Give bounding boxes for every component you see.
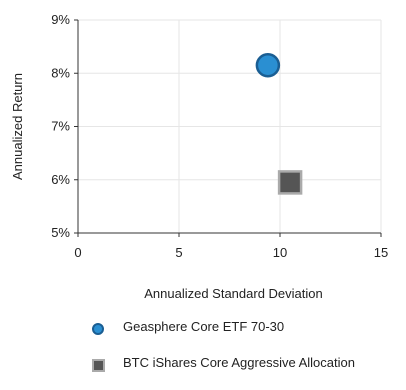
- x-tick-label: 10: [273, 245, 287, 260]
- x-tick-label: 0: [74, 245, 81, 260]
- legend: Geasphere Core ETF 70-30 BTC iShares Cor…: [92, 318, 406, 390]
- y-axis-label: Annualized Return: [10, 73, 25, 180]
- x-tick-label: 5: [175, 245, 182, 260]
- legend-item-series-2: BTC iShares Core Aggressive Allocation: [92, 354, 406, 372]
- x-tick-label: 15: [374, 245, 388, 260]
- legend-label-series-2: BTC iShares Core Aggressive Allocation: [123, 355, 355, 370]
- legend-circle-marker: [92, 323, 104, 335]
- y-tick-label: 9%: [51, 12, 70, 27]
- data-point-series-1: [255, 53, 281, 78]
- legend-item-series-1: Geasphere Core ETF 70-30: [92, 318, 406, 336]
- x-axis-label: Annualized Standard Deviation: [144, 286, 323, 301]
- scatter-chart: 5% 6% 7% 8% 9% 0 5 10 15 Annualized Standard Devi…: [10, 12, 388, 301]
- y-tick-label: 5%: [51, 225, 70, 240]
- y-tick-label: 6%: [51, 172, 70, 187]
- data-point-series-2: [277, 170, 303, 195]
- y-tick-label: 7%: [51, 119, 70, 134]
- y-tick-label: 8%: [51, 65, 70, 80]
- legend-square-marker: [92, 359, 105, 372]
- legend-label-series-1: Geasphere Core ETF 70-30: [123, 319, 285, 334]
